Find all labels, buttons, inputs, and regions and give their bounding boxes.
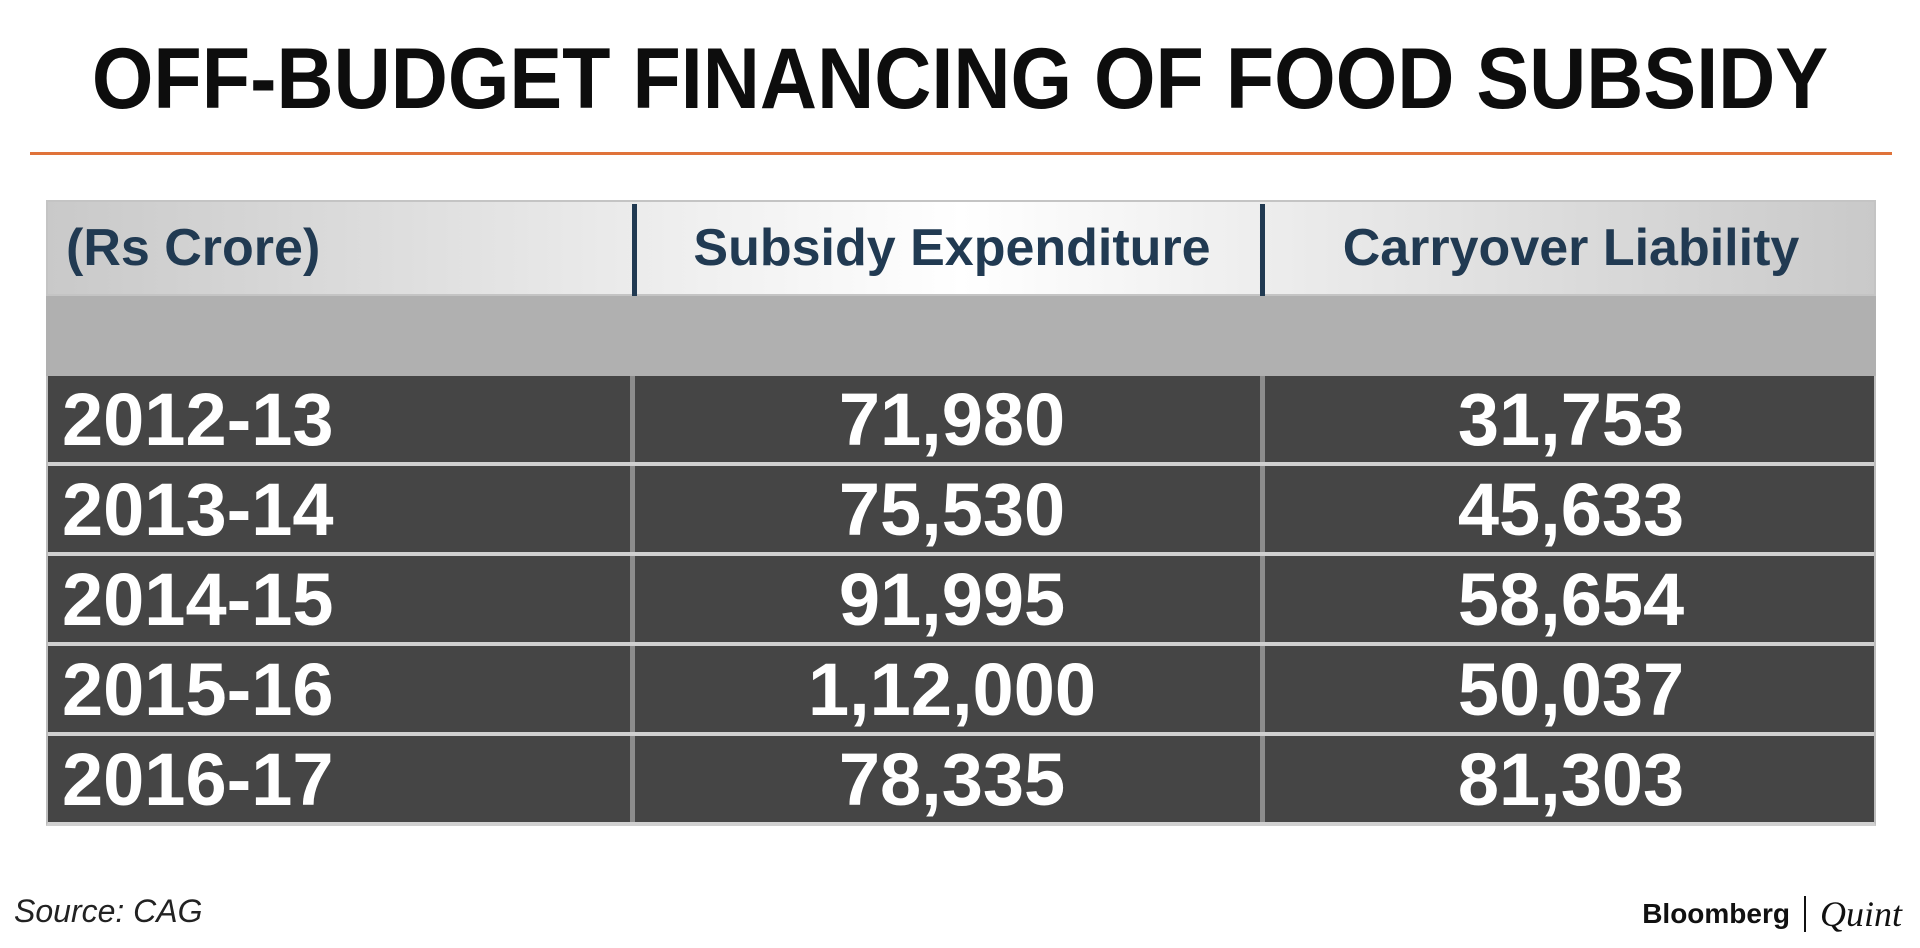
brand-divider: [1803, 896, 1806, 932]
table-row: 2013-14 75,530 45,633: [48, 462, 1874, 552]
chart-title: OFF-BUDGET FINANCING OF FOOD SUBSIDY: [91, 31, 1829, 127]
table-body: 2012-13 71,980 31,753 2013-14 75,530 45,633 20…: [46, 376, 1876, 826]
subsidy-expenditure-value: 71,980: [838, 377, 1066, 461]
subsidy-expenditure-value: 78,335: [838, 737, 1066, 821]
column-separator: [1260, 646, 1265, 732]
table-header-row: (Rs Crore) Subsidy Expenditure Carryover…: [46, 200, 1876, 296]
row-year: 2014-15: [62, 557, 334, 641]
column-separator: [1260, 556, 1265, 642]
carryover-liability-value: 45,633: [1457, 467, 1685, 551]
row-year: 2012-13: [62, 377, 334, 461]
brand-logo: Bloomberg Quint: [1642, 893, 1902, 935]
table-row: 2014-15 91,995 58,654: [48, 552, 1874, 642]
table-row: 2012-13 71,980 31,753: [48, 376, 1874, 462]
header-unit-label: (Rs Crore): [66, 219, 321, 277]
carryover-liability-value: 31,753: [1457, 377, 1685, 461]
brand-secondary: Quint: [1819, 894, 1902, 934]
table-row: 2016-17 78,335 81,303: [48, 732, 1874, 822]
carryover-liability-value: 58,654: [1457, 557, 1685, 641]
carryover-liability-value: 81,303: [1457, 737, 1685, 821]
column-separator: [1260, 466, 1265, 552]
table-row: 2015-16 1,12,000 50,037: [48, 642, 1874, 732]
row-year: 2015-16: [62, 647, 334, 731]
header-separator: [1260, 204, 1265, 296]
subsidy-expenditure-value: 75,530: [838, 467, 1066, 551]
column-separator: [630, 466, 635, 552]
column-separator: [630, 736, 635, 822]
data-table: (Rs Crore) Subsidy Expenditure Carryover…: [46, 200, 1876, 826]
row-year: 2016-17: [62, 737, 334, 821]
header-separator: [632, 204, 637, 296]
subsidy-expenditure-value: 1,12,000: [807, 647, 1097, 731]
subsidy-expenditure-value: 91,995: [838, 557, 1066, 641]
row-year: 2013-14: [62, 467, 334, 551]
header-subsidy-expenditure: Subsidy Expenditure: [693, 219, 1211, 277]
brand-primary: Bloomberg: [1642, 898, 1790, 929]
title-divider: [30, 152, 1892, 155]
header-spacer: [46, 296, 1876, 376]
column-separator: [1260, 376, 1265, 462]
carryover-liability-value: 50,037: [1457, 647, 1685, 731]
column-separator: [630, 376, 635, 462]
source-note: Source: CAG: [14, 893, 203, 929]
header-carryover-liability: Carryover Liability: [1342, 219, 1800, 277]
column-separator: [1260, 736, 1265, 822]
column-separator: [630, 646, 635, 732]
column-separator: [630, 556, 635, 642]
